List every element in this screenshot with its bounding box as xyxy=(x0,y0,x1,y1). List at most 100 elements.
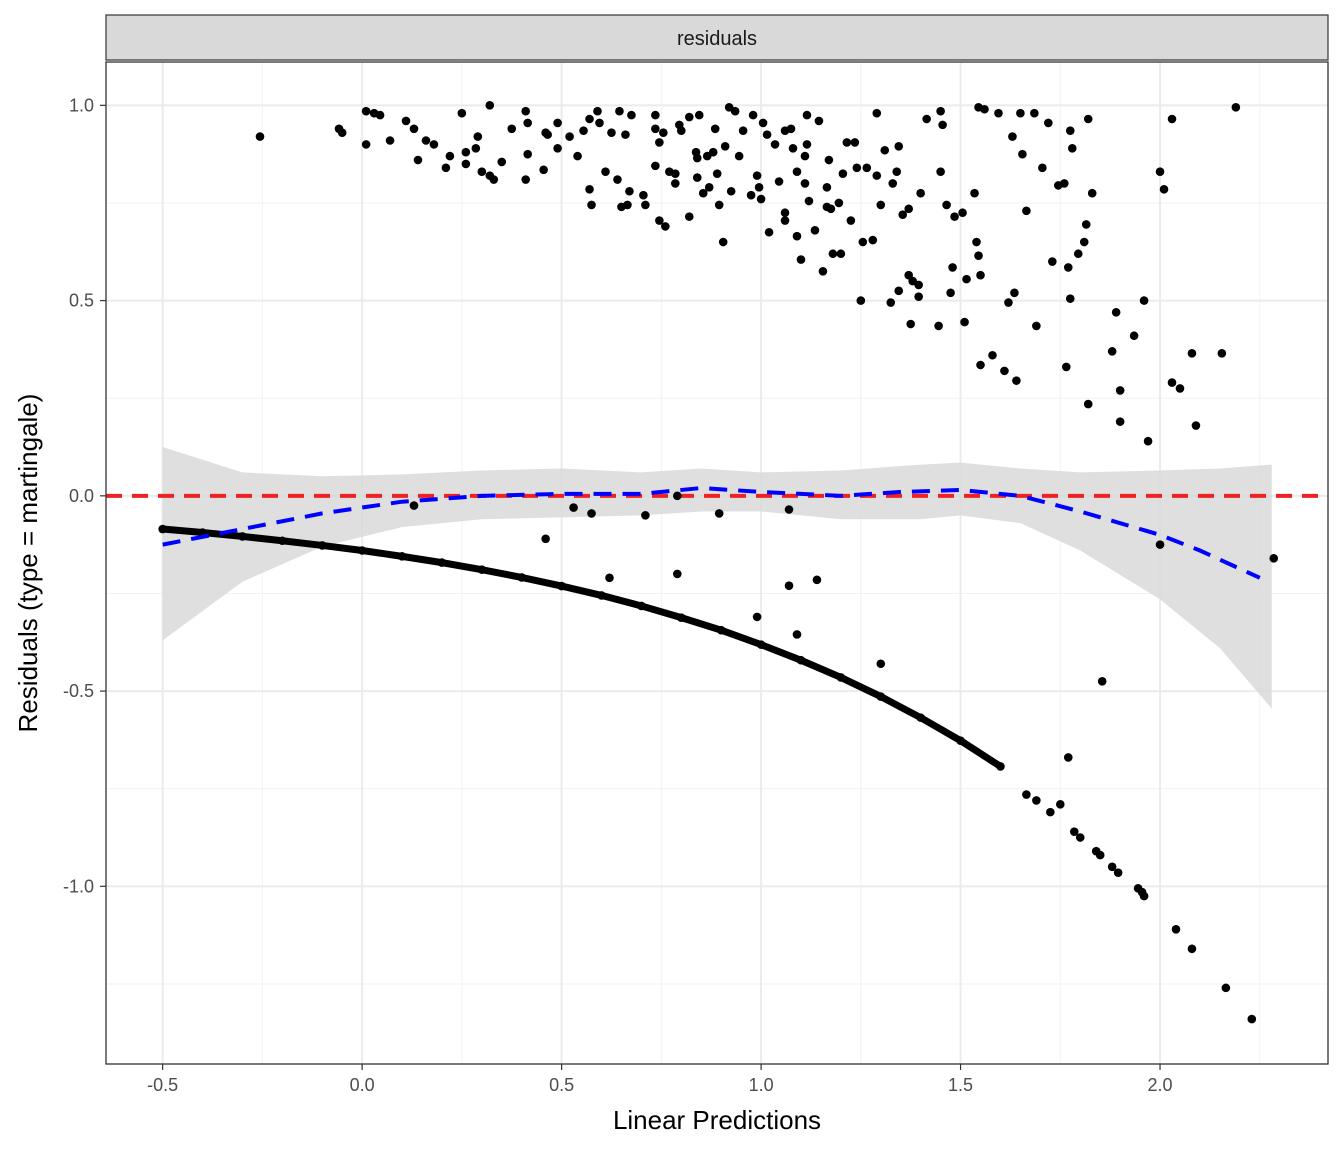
data-point-event xyxy=(834,198,844,208)
data-point-event xyxy=(836,249,846,259)
data-point-middle xyxy=(792,630,802,639)
panel-border xyxy=(105,61,1329,1065)
data-point-event xyxy=(1217,349,1227,358)
data-point-event xyxy=(914,280,923,290)
data-point-curve xyxy=(238,532,247,541)
data-point-event xyxy=(850,138,860,147)
data-point-event xyxy=(780,208,790,218)
x-tick-label: 2.0 xyxy=(1148,1075,1173,1095)
data-point-event xyxy=(1083,399,1093,409)
y-tick-label: 0.0 xyxy=(69,486,94,506)
data-point-event xyxy=(651,161,660,171)
data-point-event xyxy=(1111,308,1121,317)
data-point-event xyxy=(565,132,574,141)
data-point-event xyxy=(1155,167,1165,177)
data-point-event xyxy=(1115,386,1125,395)
data-point-curve xyxy=(437,558,447,567)
data-point-event xyxy=(651,110,660,120)
data-point-event xyxy=(974,251,983,260)
data-point-tail xyxy=(1247,1014,1257,1024)
y-axis-title: Residuals (type = martingale) xyxy=(13,394,43,733)
data-point-middle xyxy=(673,569,682,579)
data-point-event xyxy=(704,183,714,192)
data-point-event xyxy=(461,159,471,169)
confidence-band xyxy=(162,447,1272,709)
data-point-event xyxy=(1115,417,1125,426)
data-point-event xyxy=(852,163,862,173)
data-point-event xyxy=(708,147,718,157)
data-point-event xyxy=(361,106,371,116)
data-point-curve xyxy=(756,640,766,649)
data-point-event xyxy=(684,212,694,221)
data-point-event xyxy=(802,140,812,149)
data-point-event xyxy=(1004,298,1013,307)
data-point-event xyxy=(718,237,728,247)
data-point-event xyxy=(641,200,650,210)
data-point-event xyxy=(1038,163,1047,173)
strip-background xyxy=(105,14,1329,61)
data-point-curve xyxy=(317,541,327,550)
data-point-middle xyxy=(605,573,614,583)
data-point-event xyxy=(922,114,931,124)
data-point-event xyxy=(886,298,896,307)
data-point-middle xyxy=(409,501,419,510)
data-point-event xyxy=(553,143,562,153)
data-point-event xyxy=(1167,378,1177,387)
data-point-event xyxy=(756,194,766,204)
data-point-curve xyxy=(916,713,925,722)
data-point-tail xyxy=(1221,983,1231,993)
data-point-event xyxy=(625,186,634,196)
data-point-event xyxy=(692,173,702,182)
data-point-tail xyxy=(1171,924,1181,934)
data-point-event xyxy=(1167,114,1177,124)
data-point-event xyxy=(934,321,943,331)
data-point-event xyxy=(489,175,499,184)
data-point-event xyxy=(421,136,431,145)
data-point-event xyxy=(1032,321,1041,331)
data-point-event xyxy=(401,116,411,126)
data-point-curve xyxy=(637,601,646,611)
data-point-event xyxy=(585,185,594,194)
data-point-event xyxy=(585,114,594,124)
data-point-curve xyxy=(517,573,527,582)
data-point-event xyxy=(746,190,756,200)
data-point-event xyxy=(762,130,772,139)
data-point-middle xyxy=(587,509,596,518)
data-point-event xyxy=(838,169,848,178)
y-tick-label: -1.0 xyxy=(63,876,94,896)
data-point-event xyxy=(948,263,957,272)
data-point-middle xyxy=(1269,554,1279,563)
data-point-event xyxy=(858,237,868,247)
data-point-event xyxy=(659,128,668,137)
data-point-event xyxy=(856,296,866,305)
data-point-middle xyxy=(541,534,550,544)
data-point-event xyxy=(822,183,832,192)
data-point-curve xyxy=(876,692,886,701)
data-point-event xyxy=(1065,294,1075,303)
data-point-event xyxy=(485,101,495,110)
data-point-event xyxy=(1107,347,1117,356)
data-point-middle xyxy=(784,581,794,590)
data-point-event xyxy=(976,270,985,280)
data-point-event xyxy=(936,106,945,116)
data-point-curve xyxy=(996,762,1005,771)
data-point-event xyxy=(914,292,923,301)
data-point-event xyxy=(786,124,796,134)
data-point-tail xyxy=(1187,944,1197,954)
data-point-event xyxy=(846,216,856,225)
data-point-event xyxy=(413,155,423,165)
data-point-event xyxy=(698,188,708,198)
data-point-event xyxy=(1083,114,1093,124)
data-point-event xyxy=(523,118,532,128)
data-point-event xyxy=(521,106,531,116)
data-point-event xyxy=(441,163,451,173)
data-point-event xyxy=(960,317,969,327)
data-point-event xyxy=(1067,143,1077,153)
data-point-event xyxy=(824,155,834,165)
data-point-event xyxy=(936,167,945,177)
data-point-event xyxy=(429,140,439,149)
data-point-middle xyxy=(673,491,682,501)
data-point-event xyxy=(872,171,882,180)
data-point-event xyxy=(758,118,768,128)
